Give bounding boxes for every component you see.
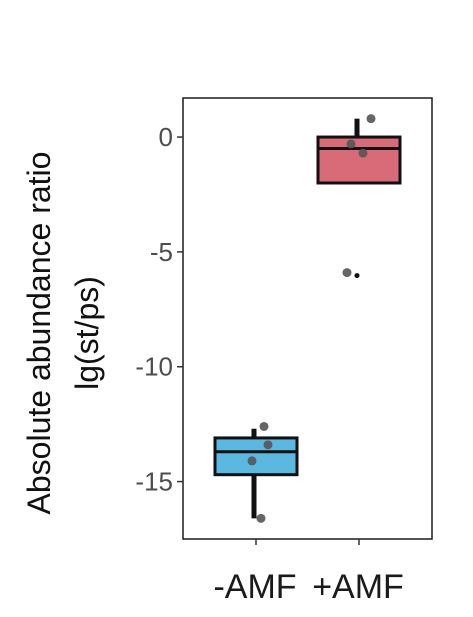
data-point <box>346 139 356 149</box>
x-category-label: -AMF <box>213 568 296 606</box>
data-point <box>247 456 257 466</box>
box-group <box>316 114 402 279</box>
box-iqr <box>213 436 299 477</box>
data-point <box>256 513 266 523</box>
outlier-point <box>354 273 360 279</box>
y-axis: 0 -5 -10 -15 <box>135 122 183 497</box>
boxes-layer <box>213 114 402 523</box>
box-iqr <box>316 135 402 185</box>
box-group <box>213 421 299 523</box>
data-point <box>263 440 273 450</box>
x-axis: -AMF +AMF <box>213 539 404 606</box>
y-tick-label: -5 <box>150 237 173 267</box>
data-point <box>358 148 368 158</box>
y-tick-label: -10 <box>135 352 173 382</box>
x-category-label: +AMF <box>312 568 404 606</box>
y-tick-label: -15 <box>135 467 173 497</box>
y-axis-title-line1: Absolute abundance ratio <box>21 152 57 515</box>
y-tick-label: 0 <box>159 122 173 152</box>
y-axis-title-line2: lg(st/ps) <box>69 276 105 390</box>
data-point <box>259 421 269 431</box>
data-point <box>342 268 352 278</box>
data-point <box>366 114 376 124</box>
